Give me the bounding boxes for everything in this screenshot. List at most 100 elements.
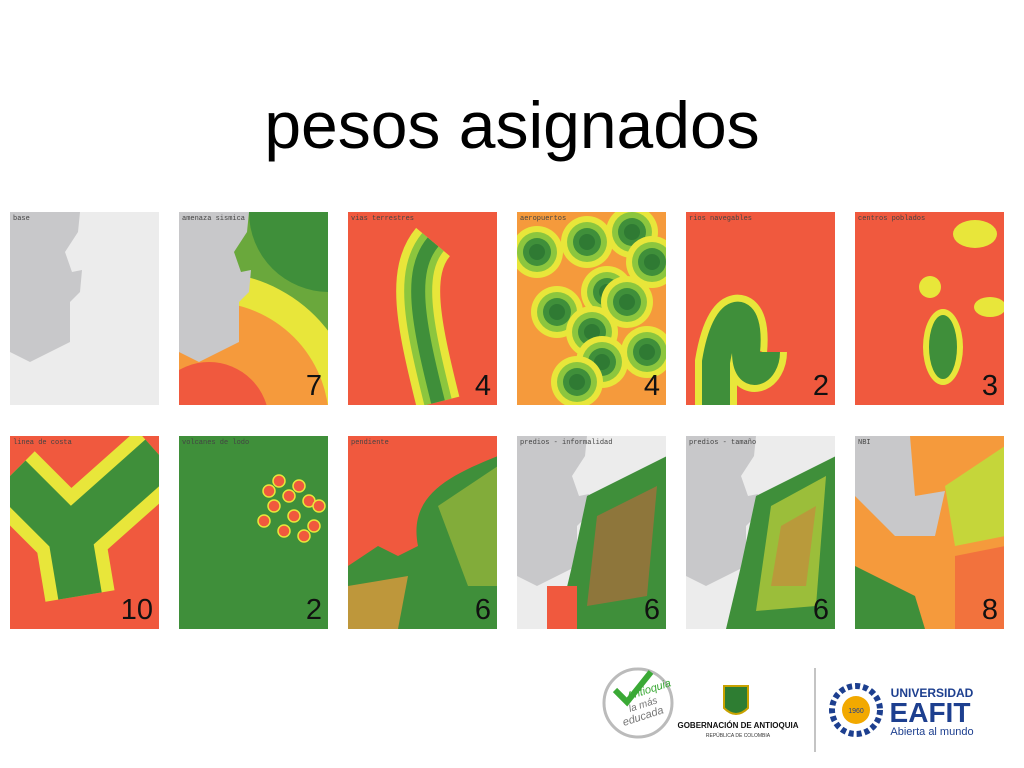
- map-region: [411, 237, 445, 404]
- map-panel: aeropuertos 4: [517, 212, 666, 405]
- map-region: [702, 301, 780, 405]
- map: [10, 436, 159, 629]
- map-region: [547, 586, 577, 629]
- map-region: [292, 479, 306, 493]
- map-region: [569, 374, 585, 390]
- logo-text: REPÚBLICA DE COLOMBIA: [706, 732, 771, 739]
- panel-label: linea de costa: [13, 439, 72, 447]
- panel-label: predios - informalidad: [520, 439, 612, 447]
- panel-weight: 2: [306, 594, 322, 626]
- map-region: [179, 212, 251, 362]
- map-region: [953, 220, 997, 248]
- map-panel: base: [10, 212, 159, 405]
- map-panel: volcanes de lodo 2: [179, 436, 328, 629]
- map: [179, 436, 328, 629]
- panel-weight: 4: [644, 370, 660, 402]
- map-region: [262, 484, 276, 498]
- panel-weight: 10: [121, 594, 153, 626]
- panel-label: centros poblados: [858, 215, 925, 223]
- map-region: [974, 297, 1004, 317]
- logo-check: [612, 670, 654, 707]
- map: [10, 212, 159, 405]
- map: [686, 212, 835, 405]
- logo-text: EAFIT: [890, 697, 971, 728]
- panel-label: rios navegables: [689, 215, 752, 223]
- map-region: [919, 276, 941, 298]
- map-region: [267, 499, 281, 513]
- logo-text: UNIVERSIDAD: [891, 686, 974, 700]
- map-panel: linea de costa 10: [10, 436, 159, 629]
- map-panel: rios navegables 2: [686, 212, 835, 405]
- panel-label: vias terrestres: [351, 215, 414, 223]
- map-region: [945, 446, 1004, 546]
- map-region: [529, 244, 545, 260]
- logo-text: GOBERNACIÓN DE ANTIOQUIA: [677, 721, 798, 730]
- map: [855, 212, 1004, 405]
- panel-label: amenaza sismica: [182, 215, 245, 223]
- map-panel: vias terrestres 4: [348, 212, 497, 405]
- panel-label: base: [13, 215, 30, 223]
- panel-label: predios - tamaño: [689, 439, 756, 447]
- map-region: [644, 254, 660, 270]
- map-region: [594, 354, 610, 370]
- logo-gear-center: [842, 696, 870, 724]
- map-region: [587, 486, 657, 606]
- panel-weight: 6: [644, 594, 660, 626]
- map: [517, 212, 666, 405]
- panel-weight: 6: [475, 594, 491, 626]
- map-region: [277, 524, 291, 538]
- map-panel: predios - informalidad 6: [517, 436, 666, 629]
- logo-antioquia: Antioquia la más educada: [602, 667, 674, 739]
- map-region: [584, 324, 600, 340]
- panel-weight: 2: [813, 370, 829, 402]
- map-region: [579, 234, 595, 250]
- map-region: [348, 576, 408, 629]
- map-panel: predios - tamaño 6: [686, 436, 835, 629]
- map: [348, 436, 497, 629]
- map-region: [348, 436, 497, 566]
- logo-eafit: 1960 UNIVERSIDAD EAFIT Abierta al mundo: [829, 683, 974, 738]
- panel-weight: 7: [306, 370, 322, 402]
- map-region: [272, 474, 286, 488]
- logo-ring: [602, 667, 674, 739]
- panel-weight: 3: [982, 370, 998, 402]
- map-region: [287, 509, 301, 523]
- map: [517, 436, 666, 629]
- map: [855, 436, 1004, 629]
- map-region: [257, 514, 271, 528]
- map-region: [438, 466, 497, 586]
- map-region: [955, 546, 1004, 629]
- panel-label: volcanes de lodo: [182, 439, 249, 447]
- map-region: [307, 519, 321, 533]
- map-region: [10, 212, 82, 362]
- logo-text: Abierta al mundo: [890, 726, 973, 738]
- map-region: [639, 344, 655, 360]
- map-region: [756, 476, 826, 611]
- slide-title: pesos asignados: [264, 88, 759, 162]
- map-region: [855, 436, 945, 536]
- map-region: [771, 506, 816, 586]
- map-region: [619, 294, 635, 310]
- map-region: [855, 566, 925, 629]
- map-region: [686, 436, 758, 586]
- panel-weight: 4: [475, 370, 491, 402]
- logo-text: 1960: [848, 708, 864, 715]
- map-region: [10, 439, 159, 600]
- map-region: [249, 212, 328, 292]
- map-region: [557, 456, 666, 629]
- panel-weight: 6: [813, 594, 829, 626]
- map-region: [179, 362, 267, 405]
- logo-gobernacion: GOBERNACIÓN DE ANTIOQUIA REPÚBLICA DE CO…: [677, 685, 799, 739]
- map-panel: amenaza sismica 7: [179, 212, 328, 405]
- map-region: [282, 489, 296, 503]
- logo-gear: [829, 683, 883, 737]
- map-panel: pendiente 6: [348, 436, 497, 629]
- map-region: [929, 315, 957, 379]
- panel-label: NBI: [858, 439, 871, 447]
- map: [179, 212, 328, 405]
- map-panel: NBI 8: [855, 436, 1004, 629]
- map: [348, 212, 497, 405]
